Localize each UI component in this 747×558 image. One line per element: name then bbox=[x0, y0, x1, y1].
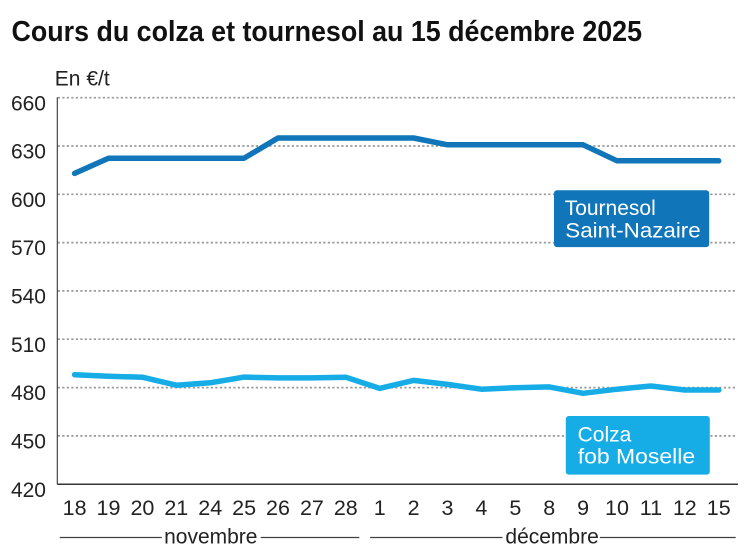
svg-text:630: 630 bbox=[11, 141, 46, 164]
svg-text:8: 8 bbox=[543, 496, 555, 520]
svg-text:11: 11 bbox=[640, 496, 662, 520]
svg-text:24: 24 bbox=[198, 496, 222, 520]
svg-text:540: 540 bbox=[11, 286, 46, 309]
svg-text:12: 12 bbox=[673, 496, 697, 520]
svg-text:510: 510 bbox=[11, 334, 46, 357]
svg-text:9: 9 bbox=[577, 496, 589, 520]
svg-text:19: 19 bbox=[97, 496, 121, 520]
svg-text:fob Moselle: fob Moselle bbox=[578, 446, 695, 469]
svg-text:660: 660 bbox=[11, 92, 46, 115]
svg-text:28: 28 bbox=[334, 496, 358, 520]
svg-text:26: 26 bbox=[266, 496, 290, 520]
svg-text:420: 420 bbox=[11, 479, 46, 502]
svg-text:Tournesol: Tournesol bbox=[565, 197, 656, 220]
svg-text:570: 570 bbox=[11, 237, 46, 260]
svg-text:10: 10 bbox=[605, 496, 629, 520]
svg-text:Colza: Colza bbox=[578, 424, 632, 447]
svg-text:18: 18 bbox=[63, 496, 87, 520]
svg-text:3: 3 bbox=[442, 496, 454, 520]
svg-text:15: 15 bbox=[707, 496, 731, 520]
svg-text:Cours du colza et tournesol au: Cours du colza et tournesol au 15 décemb… bbox=[12, 16, 643, 48]
svg-text:2: 2 bbox=[408, 496, 420, 520]
svg-text:4: 4 bbox=[475, 496, 487, 520]
svg-text:5: 5 bbox=[509, 496, 521, 520]
svg-text:décembre: décembre bbox=[505, 526, 598, 549]
svg-text:27: 27 bbox=[300, 496, 324, 520]
svg-text:1: 1 bbox=[374, 496, 386, 520]
svg-text:25: 25 bbox=[232, 496, 256, 520]
svg-text:480: 480 bbox=[11, 382, 46, 405]
svg-text:600: 600 bbox=[11, 189, 46, 212]
svg-text:novembre: novembre bbox=[164, 526, 257, 549]
svg-text:21: 21 bbox=[164, 496, 188, 520]
svg-text:450: 450 bbox=[11, 431, 46, 454]
svg-text:En €/t: En €/t bbox=[55, 68, 110, 91]
svg-text:20: 20 bbox=[130, 496, 154, 520]
svg-text:Saint-Nazaire: Saint-Nazaire bbox=[565, 220, 700, 243]
